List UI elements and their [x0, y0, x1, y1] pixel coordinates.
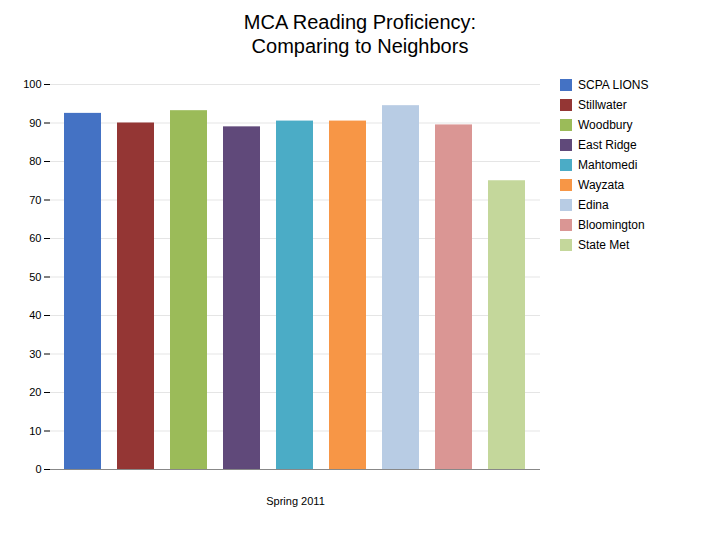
svg-text:100: 100	[23, 78, 41, 90]
svg-text:60: 60	[29, 232, 41, 244]
svg-text:30: 30	[29, 348, 41, 360]
html-text:MCA Reading Proficiency:: MCA Reading Proficiency:	[243, 11, 477, 33]
svg-text:Spring 2011: Spring 2011	[266, 495, 325, 507]
html-text:SCPA LIONS: SCPA LIONS	[578, 78, 649, 92]
html-text:Mahtomedi: Mahtomedi	[578, 158, 638, 172]
html-text:East Ridge: East Ridge	[578, 138, 637, 152]
svg-text:70: 70	[29, 194, 41, 206]
svg-text:90: 90	[29, 117, 41, 129]
svg-text:80: 80	[29, 155, 41, 167]
svg-text:10: 10	[29, 425, 41, 437]
svg-text:20: 20	[29, 386, 41, 398]
html-text:Edina: Edina	[578, 198, 609, 212]
svg-text:40: 40	[29, 309, 41, 321]
svg-text:0: 0	[35, 463, 41, 475]
html-text:Wayzata: Wayzata	[578, 178, 625, 192]
html-text:Comparing to Neighbors: Comparing to Neighbors	[251, 35, 469, 57]
html-text:Stillwater: Stillwater	[578, 98, 627, 112]
html-text:Bloomington: Bloomington	[578, 218, 645, 232]
html-text:State Met: State Met	[578, 238, 630, 252]
svg-text:50: 50	[29, 271, 41, 283]
html-text:Woodbury: Woodbury	[578, 118, 633, 132]
